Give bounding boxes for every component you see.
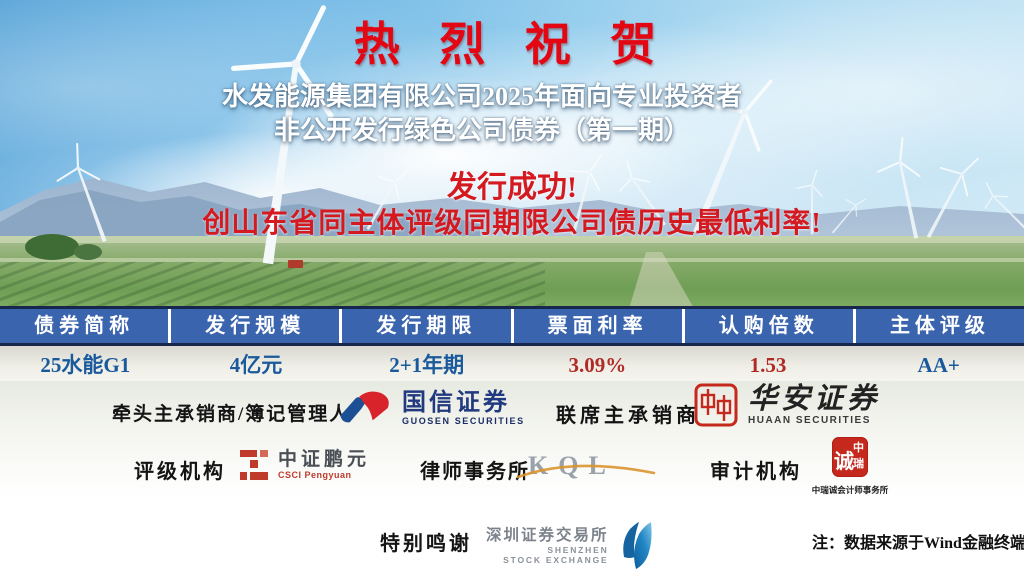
guosen-logo-icon xyxy=(340,391,389,423)
landscape-graphic xyxy=(0,0,1024,312)
huaan-seal-icon xyxy=(694,383,738,427)
cell-issue-size: 4亿元 xyxy=(229,353,283,377)
csci-pengyuan-logo: 中证鹏元 CSCI Pengyuan xyxy=(240,449,370,480)
cell-coupon-rate: 3.09% xyxy=(568,353,627,377)
auditor-label: 审计机构 xyxy=(710,461,802,483)
col-header-subscription: 认购倍数 xyxy=(685,309,856,343)
col-header-coupon: 票面利率 xyxy=(514,309,685,343)
thanks-row: 特别鸣谢 深圳证券交易所 SHENZHEN STOCK EXCHANGE xyxy=(0,515,1024,571)
csci-pengyuan-icon xyxy=(240,449,268,480)
huaan-securities-logo: 华安证券 HUAAN SECURITIES xyxy=(694,383,880,429)
huaan-name-en: HUAAN SECURITIES xyxy=(748,415,871,426)
bond-table-header-row: 债券简称 发行规模 发行期限 票面利率 认购倍数 主体评级 xyxy=(0,306,1024,346)
partners-section: 牵头主承销商/簿记管理人 国信证券 GUOSEN SECURITIES 联席主承… xyxy=(0,381,1024,576)
special-thanks-label: 特别鸣谢 xyxy=(380,533,472,555)
success-announcement: 发行成功! 创山东省同主体评级同期限公司债历史最低利率! xyxy=(0,170,1024,242)
bond-subtitle: 水发能源集团有限公司2025年面向专业投资者 非公开发行绿色公司债券（第一期） xyxy=(0,80,964,148)
guosen-name-cn: 国信证券 xyxy=(402,389,510,416)
subtitle-line1: 水发能源集团有限公司2025年面向专业投资者 xyxy=(221,82,742,111)
cell-subscription: 1.53 xyxy=(749,353,787,377)
lead-underwriter-label: 牵头主承销商/簿记管理人 xyxy=(112,404,351,425)
announcement-line2: 创山东省同主体评级同期限公司债历史最低利率! xyxy=(202,208,822,239)
zhongrui-cheng-logo: 诚 中瑞 中瑞诚会计师事务所 xyxy=(806,437,894,496)
bond-table: 债券简称 发行规模 发行期限 票面利率 认购倍数 主体评级 25水能G1 4亿元… xyxy=(0,306,1024,384)
announcement-line1: 发行成功! xyxy=(447,171,577,204)
szse-name-cn: 深圳证券交易所 xyxy=(486,527,609,544)
bond-table-value-row: 25水能G1 4亿元 2+1年期 3.09% 1.53 AA+ xyxy=(0,346,1024,384)
cell-bond-name: 25水能G1 xyxy=(40,353,131,377)
rating-agency-label: 评级机构 xyxy=(134,461,226,483)
csci-name-cn: 中证鹏元 xyxy=(278,449,371,470)
law-firm-label: 律师事务所 xyxy=(420,461,530,483)
huaan-name-cn: 华安证券 xyxy=(748,383,881,415)
cell-term: 2+1年期 xyxy=(389,353,465,377)
kql-law-firm-logo: KQL xyxy=(516,451,656,483)
subtitle-line2: 非公开发行绿色公司债券（第一期） xyxy=(273,116,690,145)
col-header-term: 发行期限 xyxy=(342,309,514,343)
csci-name-en: CSCI Pengyuan xyxy=(278,470,352,480)
cell-rating: AA+ xyxy=(917,353,960,377)
zhongrui-seal-icon: 诚 中瑞 xyxy=(832,437,868,477)
szse-name-en2: STOCK EXCHANGE xyxy=(503,555,609,565)
zhongrui-caption: 中瑞诚会计师事务所 xyxy=(811,485,889,495)
wind-farm-photo xyxy=(0,0,1024,312)
seal-chars-small: 中瑞 xyxy=(853,442,864,470)
szse-name-en1: SHENZHEN xyxy=(547,545,609,555)
szse-logo: 深圳证券交易所 SHENZHEN STOCK EXCHANGE xyxy=(486,521,655,571)
col-header-bond-name: 债券简称 xyxy=(0,309,172,343)
col-header-issue-size: 发行规模 xyxy=(171,309,343,343)
main-title: 热 烈 祝 贺 xyxy=(353,19,671,70)
joint-underwriter-label: 联席主承销商 xyxy=(556,405,700,427)
guosen-securities-logo: 国信证券 GUOSEN SECURITIES xyxy=(336,389,525,427)
col-header-rating: 主体评级 xyxy=(889,315,990,337)
szse-sail-icon xyxy=(622,522,652,569)
guosen-name-en: GUOSEN SECURITIES xyxy=(402,416,525,426)
seal-char-big: 诚 xyxy=(834,451,854,473)
kql-arc-icon xyxy=(516,464,656,479)
agencies-row: 评级机构 中证鹏元 CSCI Pengyuan 律师事务所 KQL xyxy=(0,437,1024,495)
data-source-footnote: 注：数据来源于Wind金融终端 xyxy=(812,535,1024,552)
